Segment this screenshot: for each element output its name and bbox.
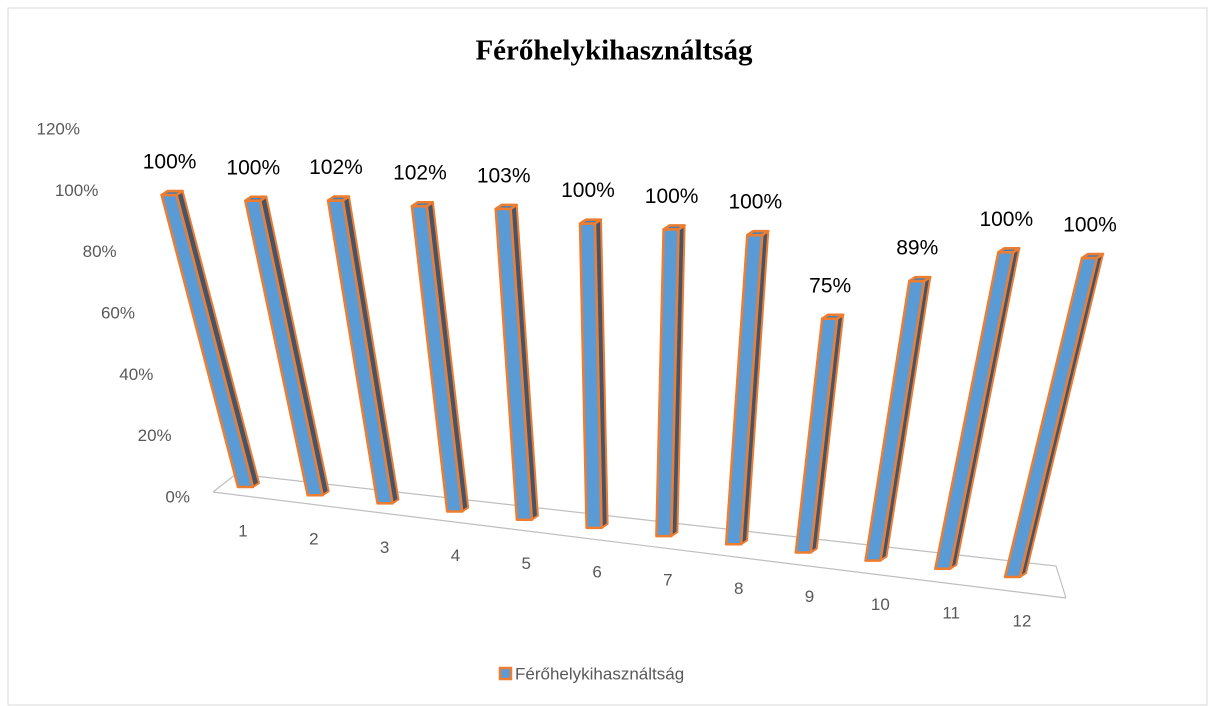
y-tick-label: 80%	[83, 242, 117, 261]
data-label: 100%	[1063, 214, 1117, 237]
bar-top	[997, 247, 1021, 254]
x-tick-label: 4	[451, 546, 460, 565]
y-tick-label: 100%	[55, 181, 98, 200]
data-label: 75%	[809, 274, 851, 297]
x-tick-label: 11	[942, 603, 960, 622]
y-tick-label: 20%	[138, 426, 172, 445]
data-label: 100%	[561, 179, 615, 202]
bar-top	[244, 195, 268, 202]
data-label: 102%	[309, 156, 363, 179]
bar-top	[908, 275, 932, 283]
chart-frame	[7, 7, 1208, 706]
bar-top	[820, 313, 845, 320]
y-tick-label: 40%	[119, 365, 153, 384]
bar-top	[578, 218, 603, 225]
data-label: 103%	[477, 164, 531, 187]
bar-top	[662, 224, 686, 231]
data-label: 100%	[226, 156, 280, 179]
data-label: 100%	[143, 151, 197, 174]
chart-title: Férőhelykihasználtság	[475, 35, 753, 67]
data-label: 102%	[393, 162, 447, 185]
floor-edge	[212, 473, 1067, 599]
y-tick-label: 120%	[37, 119, 80, 138]
x-tick-label: 3	[380, 538, 389, 557]
bar-top	[746, 229, 770, 237]
x-tick-label: 1	[238, 521, 247, 540]
y-tick-label: 60%	[101, 303, 135, 322]
x-tick-label: 6	[592, 562, 601, 581]
bar-top	[494, 203, 518, 211]
data-label: 89%	[896, 237, 938, 260]
bar-top	[160, 189, 184, 197]
legend-swatch	[498, 666, 513, 681]
bar-top	[410, 200, 435, 208]
data-label: 100%	[979, 208, 1033, 231]
x-tick-label: 9	[805, 587, 814, 606]
x-tick-label: 12	[1013, 611, 1032, 630]
legend-label: Férőhelykihasználtság	[515, 664, 684, 683]
data-label: 100%	[645, 185, 699, 208]
floor-front	[212, 491, 1067, 599]
x-tick-label: 5	[522, 554, 531, 573]
x-tick-label: 10	[871, 595, 890, 614]
bar-top	[326, 195, 351, 202]
x-tick-label: 7	[663, 571, 672, 590]
data-label: 100%	[728, 191, 782, 214]
bar-top	[1080, 252, 1105, 260]
x-tick-label: 2	[309, 530, 318, 549]
x-tick-label: 8	[734, 579, 743, 598]
y-tick-label: 0%	[165, 487, 190, 506]
